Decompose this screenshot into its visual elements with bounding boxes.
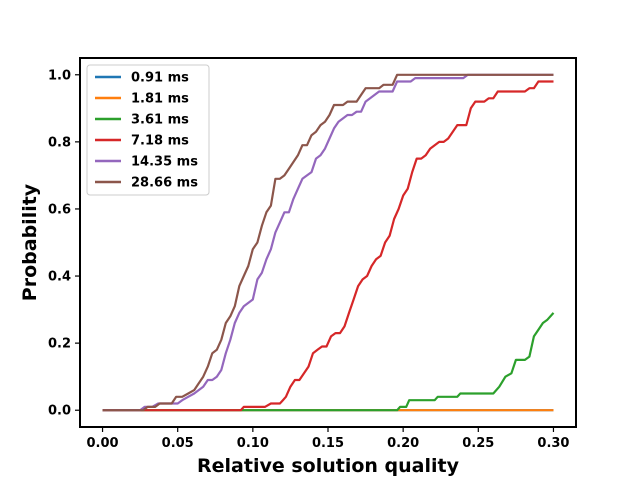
legend-label: 3.61 ms xyxy=(131,113,189,128)
series-lines xyxy=(102,73,555,412)
x-tick-label: 0.20 xyxy=(387,436,419,451)
x-tick-label: 0.05 xyxy=(162,436,194,451)
x-tick-label: 0.25 xyxy=(462,436,494,451)
x-tick-label: 0.15 xyxy=(312,436,344,451)
y-tick-label: 0.8 xyxy=(48,135,71,150)
series-line-4 xyxy=(102,80,554,412)
legend-label: 1.81 ms xyxy=(131,92,189,107)
y-axis-ticks: 0.0 0.2 0.4 0.6 0.8 1.0 xyxy=(48,68,80,419)
legend-label: 14.35 ms xyxy=(131,155,198,170)
legend-label: 28.66 ms xyxy=(131,176,198,191)
y-axis-title: Probability xyxy=(19,183,41,301)
series-line-3 xyxy=(102,312,555,412)
x-tick-label: 0.00 xyxy=(87,436,119,451)
series-line-5 xyxy=(102,73,554,412)
y-tick-label: 0.4 xyxy=(48,270,71,285)
legend: 0.91 ms 1.81 ms 3.61 ms 7.18 ms 14.35 ms 28.6… xyxy=(86,64,210,196)
y-tick-label: 0.0 xyxy=(48,404,71,419)
x-axis-title: Relative solution quality xyxy=(197,455,460,477)
x-tick-label: 0.30 xyxy=(537,436,569,451)
y-tick-label: 0.2 xyxy=(48,337,71,352)
series-line-6 xyxy=(102,73,554,412)
legend-label: 0.91 ms xyxy=(131,71,189,86)
y-tick-label: 0.6 xyxy=(48,202,71,217)
y-tick-label: 1.0 xyxy=(48,68,71,83)
legend-label: 7.18 ms xyxy=(131,134,189,149)
x-tick-label: 0.10 xyxy=(237,436,269,451)
x-axis-ticks: 0.00 0.05 0.10 0.15 0.20 0.25 0.30 xyxy=(87,427,569,451)
